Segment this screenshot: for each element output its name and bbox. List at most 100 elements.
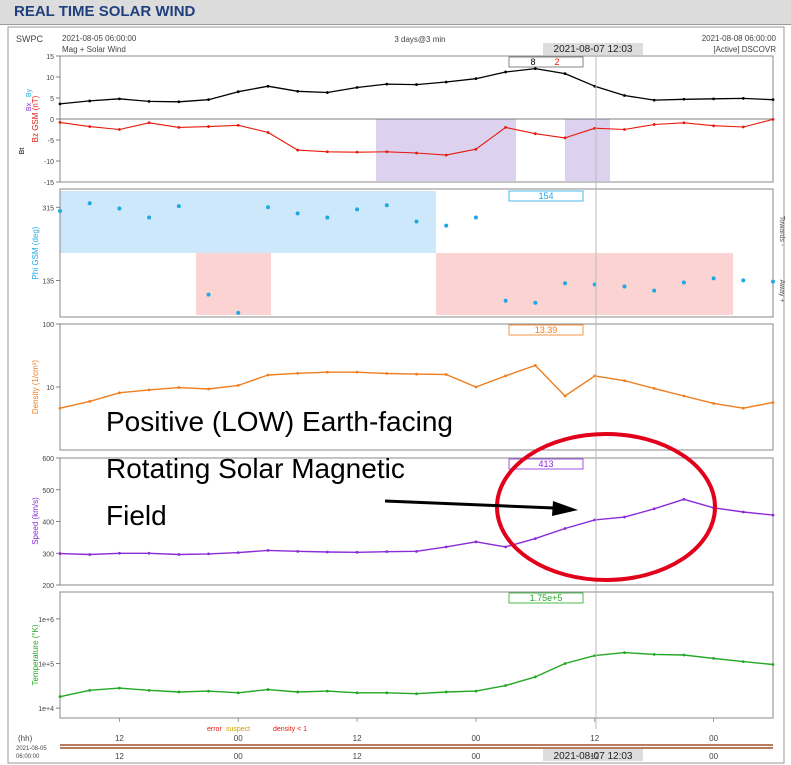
- cursor-time-box: [543, 43, 643, 55]
- phi-away-band-2: [436, 253, 521, 315]
- by-legend: By: [26, 88, 33, 97]
- speed-readout: 413: [538, 459, 553, 469]
- bt-point: [58, 102, 62, 106]
- end-time: 2021-08-08 06:00:00: [702, 34, 777, 43]
- bz-point: [207, 125, 210, 128]
- bt-point: [88, 99, 92, 103]
- temp-point: [325, 689, 329, 693]
- bz-ytick-label: 15: [46, 54, 54, 61]
- speed-ytick-label: 200: [42, 583, 54, 590]
- bz-y-label: Bz GSM (nT): [31, 95, 40, 142]
- phi-point: [473, 215, 478, 220]
- phi-point: [206, 292, 211, 297]
- temp-point: [415, 692, 418, 696]
- page-title: REAL TIME SOLAR WIND: [14, 3, 196, 20]
- annotation: Positive (LOW) Earth-facing Rotating Sol…: [106, 406, 717, 582]
- density-point: [771, 400, 775, 404]
- temp-y-label: Temperature (°K): [31, 624, 40, 685]
- density-point: [266, 373, 270, 377]
- bz-ytick-label: -5: [48, 138, 54, 145]
- bt-point: [415, 83, 418, 86]
- bt-point: [177, 100, 181, 104]
- bz-readout-box: [508, 56, 584, 68]
- density-point: [563, 394, 567, 398]
- annotation-line-2: Rotating Solar Magnetic: [106, 453, 405, 484]
- cursor-time-bottom: 2021-08-07 12:03: [554, 751, 633, 762]
- bz-ytick-label: -15: [44, 180, 54, 187]
- app-header: REAL TIME SOLAR WIND: [0, 0, 791, 25]
- density-point: [296, 371, 300, 375]
- phi-away-band-1: [196, 253, 271, 315]
- phi-away-band-3: [521, 253, 733, 315]
- phi-readout-box: [508, 190, 584, 202]
- density-point: [504, 374, 508, 378]
- temp-point: [593, 654, 597, 658]
- spacecraft-status: [Active] DSCOVR: [713, 45, 776, 54]
- bz-ytick-label: -10: [44, 159, 54, 166]
- density-point: [682, 394, 686, 398]
- speed-y-label: Speed (km/s): [31, 497, 40, 545]
- bt-legend: Bt: [19, 148, 26, 155]
- phi-point: [622, 284, 627, 289]
- speed-point: [415, 549, 418, 553]
- bt-point: [652, 98, 656, 102]
- bx-legend: Bx: [26, 102, 33, 111]
- temp-point: [652, 652, 656, 656]
- phi-point: [236, 310, 241, 315]
- density-point: [58, 406, 62, 410]
- bz-point: [533, 132, 537, 136]
- hour-label-bottom: 00: [471, 752, 480, 761]
- hh-label: (hh): [18, 734, 33, 743]
- axis-start-date: 2021-08-05: [16, 746, 47, 752]
- bt-point: [355, 86, 359, 89]
- bz-point: [563, 136, 567, 140]
- speed-ytick-label: 400: [42, 520, 54, 527]
- panel-density: Density (1/cm³) 13.39 100 10: [31, 322, 775, 451]
- panel-temperature: Temperature (°K) 1.75e+5 1e+6 1e+5 1e+4: [31, 591, 775, 719]
- bt-point: [712, 97, 715, 101]
- density-point: [207, 387, 210, 391]
- bz-ytick-label: 5: [50, 96, 54, 103]
- speed-point: [593, 518, 597, 522]
- bz-point: [236, 123, 240, 127]
- density-point: [474, 385, 478, 389]
- bt-point: [682, 97, 686, 101]
- bt-point: [504, 70, 508, 74]
- density-point: [415, 372, 418, 376]
- temp-ytick-label: 1e+5: [38, 661, 54, 668]
- phi-point: [444, 223, 449, 228]
- bottom-axis: (hh) 2021-08-05 06:00:00 2021-08-07 12:0…: [16, 718, 773, 762]
- hour-label-top: 00: [709, 734, 718, 743]
- hour-label-bottom: 00: [709, 752, 718, 761]
- bz-point: [88, 125, 92, 128]
- hour-label-top: 12: [115, 734, 124, 743]
- plot-subtitle: Mag + Solar Wind: [62, 45, 126, 54]
- speed-readout-box: [508, 458, 584, 470]
- cursor-time-box-bottom: [543, 749, 643, 761]
- temp-point: [177, 690, 181, 694]
- density-readout: 13.39: [535, 325, 558, 335]
- speed-point: [266, 548, 270, 552]
- panel-bz: Bz GSM (nT) Bt Bx By 8 2 15 10 5 0 -5 -10 -15: [19, 54, 775, 187]
- hour-label-bottom: 12: [590, 752, 599, 761]
- speed-point: [533, 537, 537, 541]
- bz-point: [504, 126, 508, 129]
- bz-ytick-label: 0: [50, 117, 54, 124]
- phi-point: [147, 215, 152, 220]
- speed-point: [118, 551, 121, 555]
- temp-point: [296, 690, 300, 694]
- temp-point: [712, 656, 715, 660]
- phi-point: [176, 204, 181, 209]
- axis-start-time: 06:00:00: [16, 754, 40, 760]
- temp-point: [444, 690, 448, 694]
- temp-point: [771, 663, 775, 666]
- density-point: [118, 391, 121, 395]
- bt-point: [444, 80, 448, 84]
- phi-y-label: Phi GSM (deg): [31, 226, 40, 279]
- density-point: [712, 401, 715, 405]
- cursor-time: 2021-08-07 12:03: [554, 44, 633, 55]
- bt-point: [593, 84, 597, 88]
- temp-point: [474, 689, 478, 693]
- bz-point: [58, 120, 62, 124]
- speed-ytick-label: 600: [42, 456, 54, 463]
